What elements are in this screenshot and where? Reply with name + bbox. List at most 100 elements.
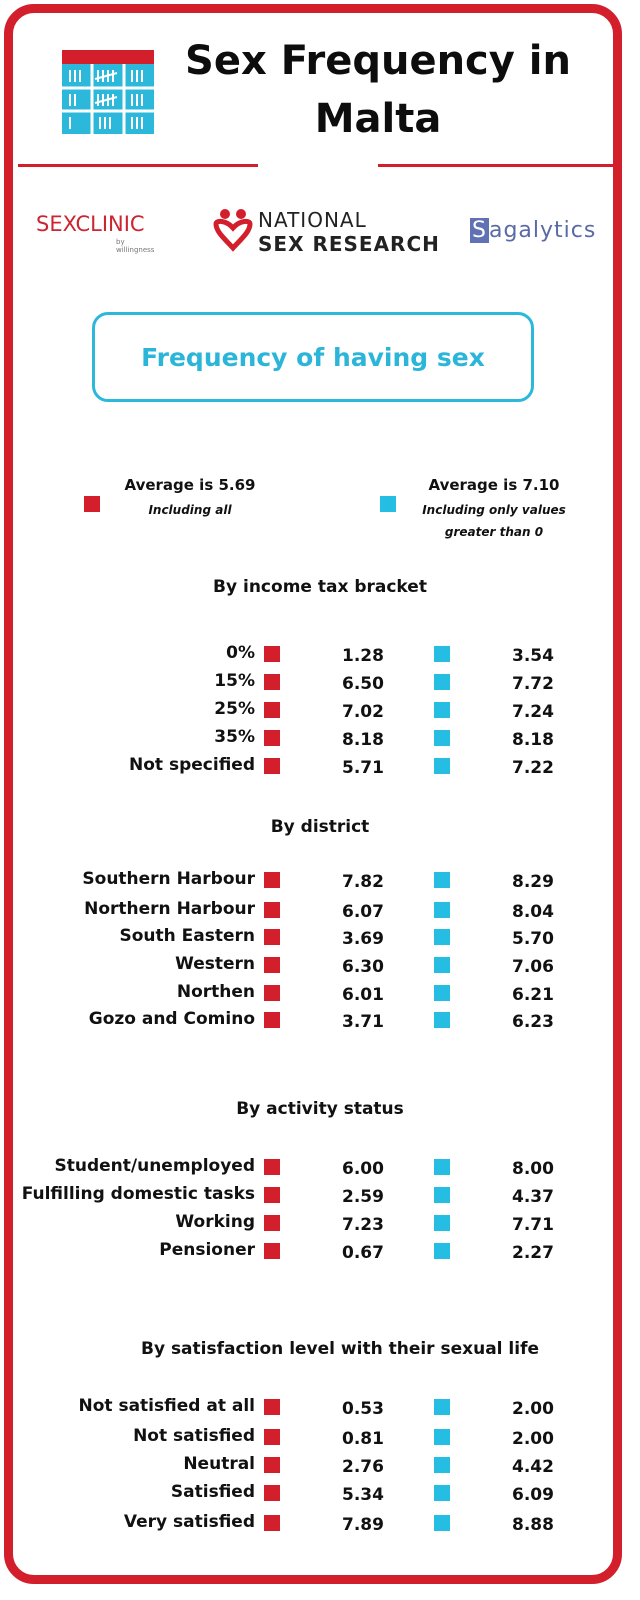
divider-left [18,164,258,167]
table-row: Fulfilling domestic tasks 2.59 4.37 [0,1184,640,1212]
divider-right [378,164,622,167]
row-value-nonzero: 8.04 [512,902,554,922]
row-cyan-swatch [434,1457,450,1473]
row-value-nonzero: 8.18 [512,730,554,750]
table-row: Western 6.30 7.06 [0,954,640,982]
row-label: Student/unemployed [54,1156,255,1176]
row-value-nonzero: 6.09 [512,1485,554,1505]
row-label: 0% [226,643,255,663]
sexclinic-logo-main: SEX [36,212,76,236]
table-row: Not satisfied 0.81 2.00 [0,1426,640,1454]
table-row: Student/unemployed 6.00 8.00 [0,1156,640,1184]
row-value-nonzero: 2.00 [512,1399,554,1419]
row-cyan-swatch [434,872,450,888]
row-value-all: 7.02 [342,702,384,722]
row-red-swatch [264,758,280,774]
row-value-all: 3.71 [342,1012,384,1032]
row-red-swatch [264,1429,280,1445]
row-value-nonzero: 7.71 [512,1215,554,1235]
row-value-nonzero: 7.06 [512,957,554,977]
row-value-all: 6.30 [342,957,384,977]
row-cyan-swatch [434,1012,450,1028]
row-red-swatch [264,1399,280,1415]
row-label: Northern Harbour [84,899,255,919]
row-red-swatch [264,957,280,973]
row-cyan-swatch [434,1399,450,1415]
row-cyan-swatch [434,1243,450,1259]
row-value-all: 5.34 [342,1485,384,1505]
row-red-swatch [264,702,280,718]
table-row: Not specified 5.71 7.22 [0,755,640,783]
calendar-icon [62,50,154,134]
row-label: Northen [176,982,255,1002]
row-red-swatch [264,1159,280,1175]
page-title: Sex Frequency in Malta [185,38,571,142]
row-value-all: 1.28 [342,646,384,666]
row-label: Gozo and Comino [88,1009,255,1029]
row-value-nonzero: 4.37 [512,1187,554,1207]
row-label: Neutral [183,1454,255,1474]
row-label: Not satisfied [133,1426,255,1446]
table-row: Not satisfied at all 0.53 2.00 [0,1396,640,1424]
sexclinic-logo-thin: CLINIC [75,212,145,236]
sagalytics-logo-initial: S [470,218,489,243]
row-label: Western [175,954,255,974]
row-label: 15% [214,671,255,691]
legend-red-note: Including all [148,503,232,517]
legend-cyan-swatch [380,496,396,512]
row-red-swatch [264,1187,280,1203]
row-value-all: 6.01 [342,985,384,1005]
heart-people-icon [213,209,253,252]
row-value-all: 6.07 [342,902,384,922]
row-value-all: 0.81 [342,1429,384,1449]
sexclinic-logo: SEXCLINIC by willingness [36,212,154,254]
row-label: Very satisfied [123,1512,255,1532]
subtitle-box: Frequency of having sex [92,312,534,402]
row-label: 25% [214,699,255,719]
row-value-nonzero: 7.72 [512,674,554,694]
legend-cyan-note-2: greater than 0 [444,525,544,539]
row-label: Not specified [129,755,255,775]
row-value-all: 7.82 [342,872,384,892]
row-value-all: 0.53 [342,1399,384,1419]
row-value-all: 3.69 [342,929,384,949]
row-cyan-swatch [434,702,450,718]
table-row: 15% 6.50 7.72 [0,671,640,699]
section-title-district: By district [270,817,370,837]
row-cyan-swatch [434,1159,450,1175]
table-row: Northern Harbour 6.07 8.04 [0,899,640,927]
row-cyan-swatch [434,1187,450,1203]
row-value-nonzero: 7.24 [512,702,554,722]
row-label: Southern Harbour [82,869,255,889]
row-value-nonzero: 5.70 [512,929,554,949]
table-row: 25% 7.02 7.24 [0,699,640,727]
table-row: 0% 1.28 3.54 [0,643,640,671]
row-label: Pensioner [159,1240,255,1260]
row-red-swatch [264,1485,280,1501]
row-value-nonzero: 8.29 [512,872,554,892]
row-red-swatch [264,1457,280,1473]
row-red-swatch [264,1243,280,1259]
row-value-nonzero: 3.54 [512,646,554,666]
row-value-nonzero: 8.88 [512,1515,554,1535]
row-value-all: 7.23 [342,1215,384,1235]
table-row: Very satisfied 7.89 8.88 [0,1512,640,1540]
nsr-logo-line1: NATIONAL [258,208,367,232]
row-label: 35% [214,727,255,747]
row-value-nonzero: 8.00 [512,1159,554,1179]
table-row: Southern Harbour 7.82 8.29 [0,869,640,897]
row-label: South Eastern [119,926,255,946]
row-value-all: 5.71 [342,758,384,778]
row-value-all: 6.00 [342,1159,384,1179]
row-value-nonzero: 6.21 [512,985,554,1005]
row-value-all: 2.76 [342,1457,384,1477]
row-value-all: 6.50 [342,674,384,694]
row-value-all: 7.89 [342,1515,384,1535]
row-value-nonzero: 4.42 [512,1457,554,1477]
table-row: Neutral 2.76 4.42 [0,1454,640,1482]
row-label: Working [175,1212,255,1232]
row-red-swatch [264,1215,280,1231]
table-row: Gozo and Comino 3.71 6.23 [0,1009,640,1037]
nsr-logo-line2: SEX RESEARCH [258,232,440,256]
row-cyan-swatch [434,929,450,945]
